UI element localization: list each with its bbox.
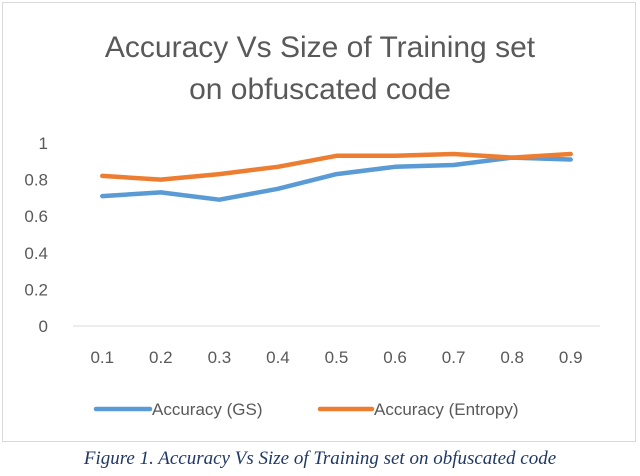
line-chart: Accuracy Vs Size of Training set on obfu… xyxy=(24,31,600,419)
chart-title-line2: on obfuscated code xyxy=(189,73,451,106)
y-tick-labels: 0 0.2 0.4 0.6 0.8 1 xyxy=(24,134,48,336)
chart-title-line1: Accuracy Vs Size of Training set xyxy=(105,31,536,64)
y-tick-label: 0 xyxy=(39,317,48,336)
chart-frame xyxy=(2,2,636,442)
x-tick-label: 0.5 xyxy=(325,348,349,367)
x-tick-labels: 0.1 0.2 0.3 0.4 0.5 0.6 0.7 0.8 0.9 xyxy=(90,348,582,367)
y-tick-label: 0.8 xyxy=(24,171,48,190)
x-tick-label: 0.9 xyxy=(559,348,583,367)
y-tick-label: 0.6 xyxy=(24,207,48,226)
x-tick-label: 0.3 xyxy=(208,348,232,367)
y-tick-label: 0.2 xyxy=(24,280,48,299)
legend-label-0: Accuracy (GS) xyxy=(152,400,263,419)
x-tick-label: 0.4 xyxy=(266,348,290,367)
x-tick-label: 0.1 xyxy=(90,348,114,367)
y-tick-label: 0.4 xyxy=(24,244,48,263)
x-tick-label: 0.7 xyxy=(442,348,466,367)
x-tick-label: 0.2 xyxy=(149,348,173,367)
x-tick-label: 0.8 xyxy=(500,348,524,367)
series-lines xyxy=(100,151,573,202)
legend-label-1: Accuracy (Entropy) xyxy=(374,400,519,419)
figure-caption: Figure 1. Accuracy Vs Size of Training s… xyxy=(83,448,557,469)
x-tick-label: 0.6 xyxy=(383,348,407,367)
legend: Accuracy (GS) Accuracy (Entropy) xyxy=(93,400,519,419)
y-tick-label: 1 xyxy=(39,134,48,153)
